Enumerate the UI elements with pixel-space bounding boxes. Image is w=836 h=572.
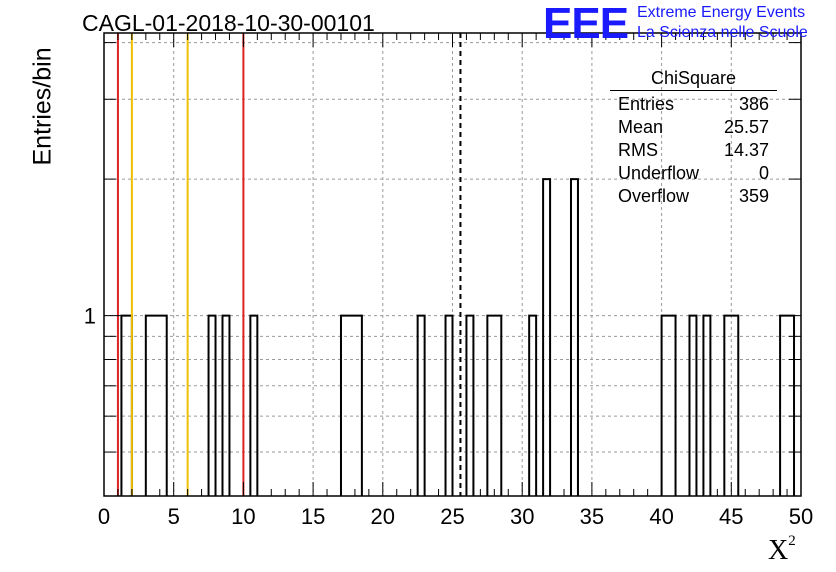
histogram-bar (120, 314, 133, 496)
stats-label: Entries (618, 94, 675, 114)
stats-value: 386 (738, 94, 769, 114)
x-tick-label: 0 (98, 504, 110, 529)
histogram-bar (723, 314, 740, 496)
stats-label: RMS (618, 140, 658, 160)
x-tick-label: 50 (789, 504, 813, 529)
logo-line-1: Extreme Energy Events (637, 4, 806, 21)
y-tick-label: 1 (84, 304, 96, 329)
y-axis-ticks: 1 (84, 42, 801, 453)
stats-row-underflow: Underflow 0 (610, 162, 777, 185)
stats-label: Mean (618, 117, 664, 137)
y-axis-label: Entries/bin (28, 47, 57, 166)
x-tick-label: 40 (649, 504, 673, 529)
stats-value: 14.37 (723, 140, 769, 160)
chart-title: CAGL-01-2018-10-30-00101 (82, 10, 375, 36)
stats-row-overflow: Overflow 359 (610, 185, 777, 208)
x-tick-label: 30 (510, 504, 534, 529)
stats-label: Overflow (618, 186, 690, 206)
stats-row-entries: Entries 386 (610, 93, 777, 116)
stats-row-mean: Mean 25.57 (610, 116, 777, 139)
histogram-bar (144, 314, 168, 496)
histogram-bar (569, 178, 579, 496)
x-axis-label: X2 (768, 532, 796, 567)
x-tick-label: 15 (301, 504, 325, 529)
histogram-bar (688, 314, 698, 496)
histogram-bar (465, 314, 475, 496)
stats-label: Underflow (618, 163, 700, 183)
histogram-bar (779, 314, 796, 496)
histogram-bar (339, 314, 363, 496)
stats-title: ChiSquare (610, 68, 777, 91)
stats-row-rms: RMS 14.37 (610, 139, 777, 162)
histogram-bar (444, 314, 454, 496)
histogram-bars (120, 178, 796, 496)
x-tick-label: 10 (231, 504, 255, 529)
reference-lines (116, 33, 462, 496)
x-tick-label: 45 (719, 504, 743, 529)
x-axis-label-base: X (768, 535, 789, 566)
x-tick-label: 20 (371, 504, 395, 529)
x-tick-label: 35 (580, 504, 604, 529)
histogram-bar (660, 314, 677, 496)
histogram-bar (542, 178, 552, 496)
histogram-bar (416, 314, 426, 496)
stats-box: ChiSquare Entries 386 Mean 25.57 RMS 14.… (610, 68, 777, 208)
x-axis-ticks: 0 5 10 15 20 25 30 35 40 45 50 (98, 33, 813, 529)
x-axis-label-sup: 2 (788, 532, 796, 549)
histogram-bar (249, 314, 259, 496)
x-tick-label: 5 (168, 504, 180, 529)
x-tick-label: 25 (440, 504, 464, 529)
logo-line-2: La Scienza nelle Scuole (637, 24, 808, 41)
histogram-bar (486, 314, 503, 496)
stats-value: 0 (758, 163, 769, 183)
stats-value: 359 (738, 186, 769, 206)
histogram-bar (702, 314, 712, 496)
histogram-bar (207, 314, 217, 496)
eee-logo: EEE (543, 0, 629, 48)
histogram-bar (221, 314, 231, 496)
histogram-bar (528, 314, 538, 496)
stats-value: 25.57 (723, 117, 769, 137)
